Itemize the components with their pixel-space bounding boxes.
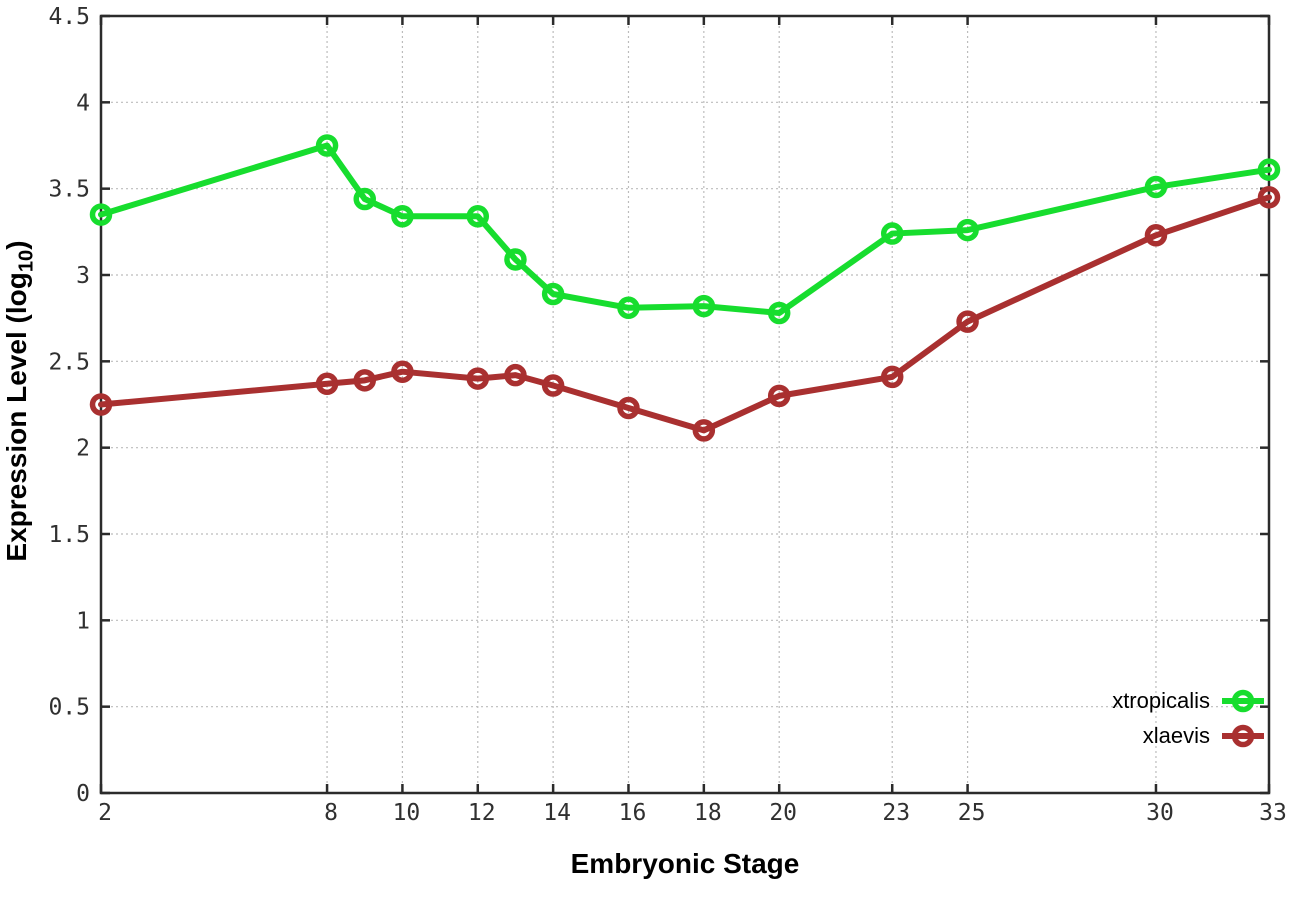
series-line-xtropicalis (98, 142, 1272, 316)
data-point-xtropicalis (89, 203, 113, 226)
x-tick-label: 16 (619, 800, 647, 826)
data-point-xlaevis (541, 374, 565, 397)
y-axis-title-close: ) (1, 240, 32, 250)
y-tick-label: 0 (76, 781, 90, 807)
data-point-xlaevis (692, 419, 716, 442)
legend: xtropicalis xlaevis (1112, 687, 1266, 750)
series-line-xlaevis (98, 194, 1272, 434)
x-tick-label: 2 (98, 800, 112, 826)
data-point-xtropicalis (391, 205, 414, 228)
data-point-xlaevis (1144, 224, 1168, 247)
y-tick-label: 4.5 (48, 4, 90, 30)
y-tick-label: 1.5 (48, 522, 90, 548)
legend-item-xlaevis: xlaevis (1143, 722, 1266, 750)
x-tick-label: 23 (882, 800, 910, 826)
y-tick-label: 2 (76, 436, 90, 462)
data-point-xlaevis (767, 384, 791, 408)
x-tick-label: 10 (393, 800, 421, 826)
x-tick-label: 8 (324, 800, 338, 826)
y-tick-label: 3.5 (48, 177, 90, 203)
data-point-xtropicalis (692, 294, 716, 318)
legend-sample-xlaevis (1222, 724, 1264, 748)
legend-label-xtropicalis: xtropicalis (1112, 688, 1210, 713)
x-tick-label: 12 (468, 800, 496, 826)
data-point-xtropicalis (353, 187, 376, 211)
data-point-xlaevis (880, 365, 904, 389)
y-tick-label: 3 (76, 263, 90, 289)
data-point-xtropicalis (504, 248, 527, 271)
data-point-xtropicalis (315, 134, 339, 157)
data-point-xtropicalis (541, 282, 565, 306)
legend-sample-xtropicalis (1222, 689, 1264, 713)
y-axis-title: Expression Level (log10) (1, 151, 43, 651)
data-point-xtropicalis (1144, 175, 1168, 199)
x-tick-label: 30 (1146, 800, 1174, 826)
x-tick-label: 25 (958, 800, 986, 826)
data-point-xtropicalis (617, 296, 640, 320)
legend-item-xtropicalis: xtropicalis (1112, 687, 1266, 715)
data-point-xtropicalis (880, 222, 904, 245)
y-tick-label: 4 (76, 90, 90, 116)
y-axis-title-text: Expression Level (log (1, 272, 32, 562)
data-point-xtropicalis (1257, 158, 1281, 181)
x-tick-label: 20 (769, 800, 797, 826)
data-point-xlaevis (466, 367, 490, 390)
x-tick-label: 14 (543, 800, 571, 826)
data-point-xlaevis (504, 363, 527, 387)
y-axis-title-subscript: 10 (15, 249, 38, 273)
x-tick-label: 33 (1259, 800, 1287, 826)
data-point-xlaevis (391, 360, 414, 383)
x-tick-label: 18 (694, 800, 722, 826)
data-point-xlaevis (617, 396, 640, 420)
data-point-xtropicalis (767, 301, 791, 325)
plot-border (99, 14, 1271, 795)
data-point-xlaevis (315, 372, 339, 396)
data-point-xlaevis (353, 369, 376, 392)
y-tick-label: 2.5 (48, 349, 90, 375)
data-point-xtropicalis (956, 218, 979, 242)
x-axis-title: Embryonic Stage (570, 848, 800, 879)
legend-label-xlaevis: xlaevis (1142, 723, 1210, 748)
data-point-xlaevis (956, 310, 979, 333)
y-tick-label: 1 (76, 608, 90, 634)
data-point-xtropicalis (466, 205, 490, 228)
data-point-xlaevis (1257, 186, 1281, 209)
data-point-xlaevis (89, 393, 113, 416)
y-tick-label: 0.5 (48, 695, 90, 721)
